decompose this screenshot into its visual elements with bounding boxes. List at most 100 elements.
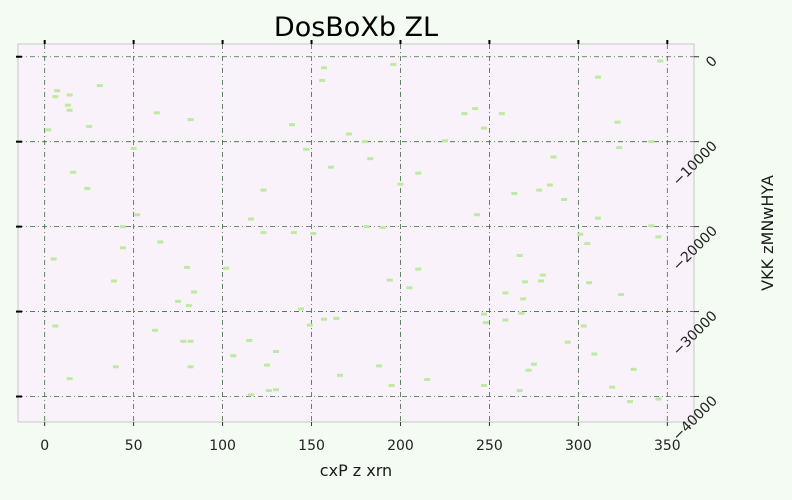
data-point (310, 231, 317, 235)
data-point (481, 312, 488, 316)
data-point (655, 397, 662, 401)
data-point (618, 293, 625, 297)
x-tick-label: 50 (125, 438, 143, 454)
data-point (54, 89, 61, 93)
data-point (66, 93, 73, 97)
data-point (260, 188, 267, 192)
data-point (473, 213, 480, 217)
data-point (441, 139, 448, 143)
data-point (609, 385, 616, 389)
x-tick-label: 300 (565, 438, 592, 454)
data-point (264, 363, 271, 367)
data-point (64, 103, 71, 107)
data-point (84, 186, 91, 190)
data-point (272, 349, 279, 353)
data-point (424, 378, 431, 382)
x-tick-label: 250 (476, 438, 503, 454)
data-point (577, 232, 584, 236)
data-point (185, 304, 192, 308)
data-point (290, 231, 297, 235)
data-point (157, 240, 164, 244)
data-point (461, 112, 468, 116)
data-point (522, 280, 528, 284)
data-point (516, 389, 523, 393)
data-point (151, 328, 158, 332)
data-point (134, 213, 141, 217)
data-point (328, 165, 335, 169)
data-point (536, 188, 543, 192)
data-point (502, 318, 509, 322)
data-point (580, 324, 587, 328)
data-point (187, 118, 194, 122)
data-point (481, 383, 488, 387)
data-point (336, 373, 343, 377)
data-point (96, 84, 103, 88)
chart-title: DosBoXb ZL (274, 12, 438, 43)
data-point (594, 75, 601, 79)
data-point (594, 216, 601, 220)
data-point (626, 400, 633, 404)
data-point (333, 316, 340, 320)
data-point (50, 257, 57, 261)
data-point (586, 281, 593, 285)
data-point (320, 66, 327, 70)
data-point (230, 354, 237, 358)
data-point (481, 126, 488, 130)
data-point (361, 140, 368, 144)
data-point (630, 367, 637, 371)
data-point (379, 225, 386, 229)
data-point (223, 266, 230, 270)
x-tick-label: 100 (209, 438, 236, 454)
data-point (297, 307, 304, 311)
data-points (45, 59, 664, 404)
data-point (119, 225, 126, 229)
data-point (397, 182, 404, 186)
data-point (288, 123, 295, 127)
data-point (530, 362, 537, 366)
y-tick-label: 0 (703, 53, 721, 71)
data-point (246, 338, 253, 342)
data-point (518, 311, 525, 315)
data-point (648, 140, 655, 144)
data-point (539, 273, 546, 277)
data-point (319, 79, 326, 83)
data-point (415, 267, 422, 271)
data-point (130, 146, 137, 150)
data-point (388, 383, 395, 387)
x-tick-label: 0 (40, 438, 49, 454)
axis-ticks (16, 40, 699, 426)
data-point (70, 170, 77, 174)
grid (18, 44, 694, 422)
data-point (265, 389, 272, 393)
data-point (119, 246, 126, 250)
y-axis-label: VKK zMNwHYA (758, 175, 777, 291)
data-point (187, 365, 194, 369)
data-point (272, 388, 279, 392)
data-point (502, 291, 509, 295)
x-axis-label: cxP z xrn (320, 461, 392, 480)
data-point (538, 279, 545, 283)
data-point (516, 254, 523, 258)
data-point (303, 147, 310, 151)
data-point (66, 108, 73, 112)
data-point (367, 157, 374, 161)
data-point (415, 171, 422, 175)
data-point (614, 120, 621, 124)
data-point (184, 265, 190, 269)
data-point (520, 297, 527, 301)
data-point (86, 124, 93, 128)
data-point (45, 128, 52, 132)
data-point (550, 155, 557, 159)
data-point (386, 278, 393, 282)
data-point (320, 317, 327, 321)
data-point (482, 321, 489, 325)
data-point (584, 242, 591, 246)
plot-area (17, 43, 695, 423)
data-point (52, 95, 59, 99)
x-tick-label: 200 (387, 438, 414, 454)
x-tick-label: 150 (298, 438, 325, 454)
data-point (66, 377, 73, 381)
data-point (616, 146, 623, 150)
